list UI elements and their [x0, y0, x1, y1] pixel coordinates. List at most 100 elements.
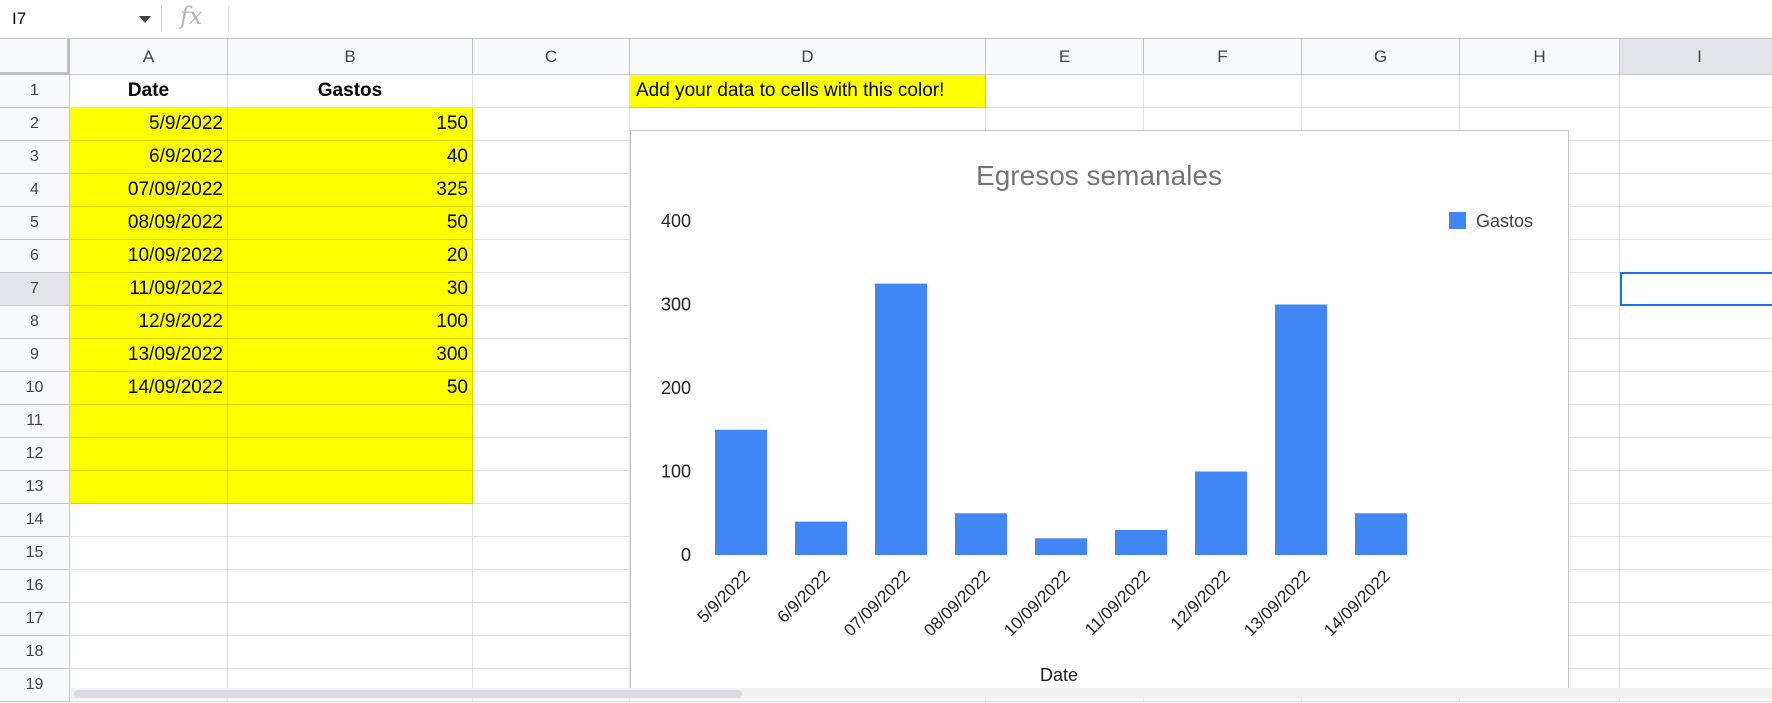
- cell-i1[interactable]: [1620, 75, 1772, 108]
- row-header-10[interactable]: 10: [0, 372, 70, 405]
- row-header-4[interactable]: 4: [0, 174, 70, 207]
- cell-c10[interactable]: [473, 372, 630, 405]
- cell-a2[interactable]: 5/9/2022: [70, 108, 228, 141]
- cell-i2[interactable]: [1620, 108, 1772, 141]
- embedded-chart[interactable]: Egresos semanales 0 100 200 300 400 5/9/2022 6/…: [630, 130, 1569, 699]
- cell-b15[interactable]: [228, 537, 473, 570]
- row-header-6[interactable]: 6: [0, 240, 70, 273]
- cell-a18[interactable]: [70, 636, 228, 669]
- formula-input[interactable]: [240, 0, 1740, 38]
- column-header-i[interactable]: I: [1620, 39, 1772, 75]
- cell-b6[interactable]: 20: [228, 240, 473, 273]
- select-all-corner[interactable]: [0, 39, 70, 75]
- column-header-e[interactable]: E: [986, 39, 1144, 75]
- cell-b17[interactable]: [228, 603, 473, 636]
- cell-e1[interactable]: [986, 75, 1144, 108]
- row-header-17[interactable]: 17: [0, 603, 70, 636]
- cell-b12[interactable]: [228, 438, 473, 471]
- column-header-f[interactable]: F: [1144, 39, 1302, 75]
- cell-i10[interactable]: [1620, 372, 1772, 405]
- cell-i13[interactable]: [1620, 471, 1772, 504]
- row-header-1[interactable]: 1: [0, 75, 70, 108]
- row-header-16[interactable]: 16: [0, 570, 70, 603]
- column-header-b[interactable]: B: [228, 39, 473, 75]
- cell-c6[interactable]: [473, 240, 630, 273]
- cell-i16[interactable]: [1620, 570, 1772, 603]
- cell-c18[interactable]: [473, 636, 630, 669]
- cell-b9[interactable]: 300: [228, 339, 473, 372]
- cell-a7[interactable]: 11/09/2022: [70, 273, 228, 306]
- cell-a3[interactable]: 6/9/2022: [70, 141, 228, 174]
- row-header-13[interactable]: 13: [0, 471, 70, 504]
- cell-b8[interactable]: 100: [228, 306, 473, 339]
- cell-a12[interactable]: [70, 438, 228, 471]
- cell-b2[interactable]: 150: [228, 108, 473, 141]
- cell-c16[interactable]: [473, 570, 630, 603]
- cell-b7[interactable]: 30: [228, 273, 473, 306]
- cell-c8[interactable]: [473, 306, 630, 339]
- cell-c3[interactable]: [473, 141, 630, 174]
- cell-b1[interactable]: Gastos: [228, 75, 473, 108]
- cell-a15[interactable]: [70, 537, 228, 570]
- row-header-19[interactable]: 19: [0, 669, 70, 702]
- cell-c9[interactable]: [473, 339, 630, 372]
- cell-b14[interactable]: [228, 504, 473, 537]
- cell-a11[interactable]: [70, 405, 228, 438]
- cell-f1[interactable]: [1144, 75, 1302, 108]
- cell-i14[interactable]: [1620, 504, 1772, 537]
- cell-i9[interactable]: [1620, 339, 1772, 372]
- cell-i17[interactable]: [1620, 603, 1772, 636]
- cell-i8[interactable]: [1620, 306, 1772, 339]
- cell-a14[interactable]: [70, 504, 228, 537]
- cell-b16[interactable]: [228, 570, 473, 603]
- horizontal-scrollbar-track[interactable]: [70, 688, 1772, 699]
- cell-c14[interactable]: [473, 504, 630, 537]
- cell-a4[interactable]: 07/09/2022: [70, 174, 228, 207]
- cell-c2[interactable]: [473, 108, 630, 141]
- cell-a8[interactable]: 12/9/2022: [70, 306, 228, 339]
- cell-i6[interactable]: [1620, 240, 1772, 273]
- cell-a5[interactable]: 08/09/2022: [70, 207, 228, 240]
- horizontal-scrollbar-thumb[interactable]: [74, 690, 742, 698]
- cell-c7[interactable]: [473, 273, 630, 306]
- column-header-g[interactable]: G: [1302, 39, 1460, 75]
- chevron-down-icon[interactable]: [139, 16, 151, 23]
- cell-i4[interactable]: [1620, 174, 1772, 207]
- row-header-2[interactable]: 2: [0, 108, 70, 141]
- name-box[interactable]: I7: [0, 0, 160, 38]
- cell-g1[interactable]: [1302, 75, 1460, 108]
- cell-b3[interactable]: 40: [228, 141, 473, 174]
- cell-h1[interactable]: [1460, 75, 1620, 108]
- cell-b18[interactable]: [228, 636, 473, 669]
- row-header-18[interactable]: 18: [0, 636, 70, 669]
- row-header-8[interactable]: 8: [0, 306, 70, 339]
- cell-i11[interactable]: [1620, 405, 1772, 438]
- cell-a9[interactable]: 13/09/2022: [70, 339, 228, 372]
- cell-b5[interactable]: 50: [228, 207, 473, 240]
- cell-c13[interactable]: [473, 471, 630, 504]
- cell-c15[interactable]: [473, 537, 630, 570]
- cell-b11[interactable]: [228, 405, 473, 438]
- cell-c12[interactable]: [473, 438, 630, 471]
- row-header-12[interactable]: 12: [0, 438, 70, 471]
- cell-a13[interactable]: [70, 471, 228, 504]
- row-header-11[interactable]: 11: [0, 405, 70, 438]
- row-header-14[interactable]: 14: [0, 504, 70, 537]
- cell-b13[interactable]: [228, 471, 473, 504]
- cell-i5[interactable]: [1620, 207, 1772, 240]
- cell-c11[interactable]: [473, 405, 630, 438]
- row-header-3[interactable]: 3: [0, 141, 70, 174]
- row-header-7[interactable]: 7: [0, 273, 70, 306]
- row-header-15[interactable]: 15: [0, 537, 70, 570]
- cell-i3[interactable]: [1620, 141, 1772, 174]
- cell-i15[interactable]: [1620, 537, 1772, 570]
- row-header-5[interactable]: 5: [0, 207, 70, 240]
- column-header-d[interactable]: D: [630, 39, 986, 75]
- column-header-c[interactable]: C: [473, 39, 630, 75]
- row-header-9[interactable]: 9: [0, 339, 70, 372]
- cell-c17[interactable]: [473, 603, 630, 636]
- cell-b10[interactable]: 50: [228, 372, 473, 405]
- cell-i12[interactable]: [1620, 438, 1772, 471]
- cell-i18[interactable]: [1620, 636, 1772, 669]
- cell-c1[interactable]: [473, 75, 630, 108]
